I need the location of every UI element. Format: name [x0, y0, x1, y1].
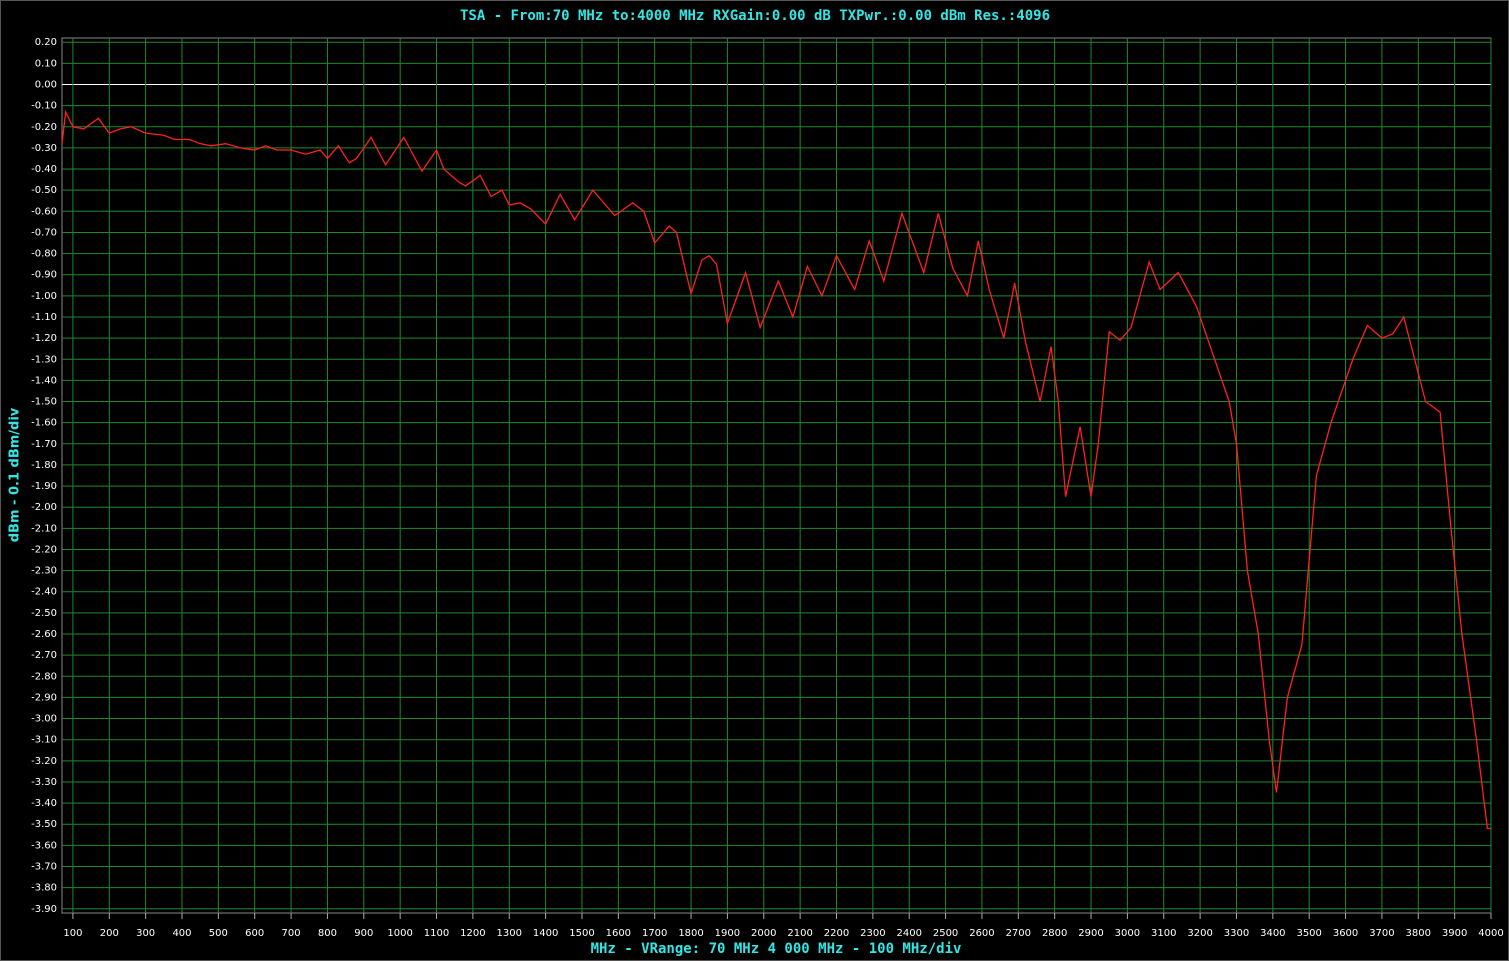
x-tick-label: 2700 [1006, 928, 1031, 939]
x-tick-label: 100 [63, 928, 82, 939]
x-tick-label: 3800 [1406, 928, 1431, 939]
x-tick-label: 3300 [1224, 928, 1249, 939]
y-tick-label: -0.50 [31, 185, 57, 196]
x-tick-label: 2600 [969, 928, 994, 939]
y-tick-label: -3.00 [31, 714, 57, 725]
y-tick-label: -0.70 [31, 227, 57, 238]
trace-line [61, 109, 1491, 830]
y-tick-label: -1.40 [31, 375, 57, 386]
x-tick-label: 3500 [1296, 928, 1321, 939]
y-tick-label: -0.90 [31, 270, 57, 281]
y-tick-label: -0.20 [31, 122, 57, 133]
y-tick-label: -1.00 [31, 291, 57, 302]
y-tick-label: -3.60 [31, 840, 57, 851]
x-tick-label: 2400 [896, 928, 921, 939]
x-tick-label: 1800 [678, 928, 703, 939]
x-tick-label: 4000 [1478, 928, 1503, 939]
x-tick-label: 1200 [460, 928, 485, 939]
y-axis-label: dBm - 0.1 dBm/div [8, 407, 23, 542]
y-tick-label: -3.10 [31, 735, 57, 746]
y-tick-label: -2.30 [31, 566, 57, 577]
x-tick-label: 400 [172, 928, 191, 939]
y-tick-label: -0.30 [31, 143, 57, 154]
y-tick-label: 0.10 [35, 58, 57, 69]
x-tick-label: 2200 [824, 928, 849, 939]
y-tick-label: -2.00 [31, 502, 57, 513]
y-tick-label: -2.80 [31, 671, 57, 682]
y-tick-label: -3.70 [31, 862, 57, 873]
x-axis-label: MHz - VRange: 70 MHz 4 000 MHz - 100 MHz… [591, 941, 962, 957]
x-tick-label: 1900 [715, 928, 740, 939]
x-tick-label: 600 [245, 928, 264, 939]
y-tick-label: -3.30 [31, 777, 57, 788]
y-tick-label: -2.70 [31, 650, 57, 661]
x-tick-label: 2500 [933, 928, 958, 939]
x-tick-label: 3700 [1369, 928, 1394, 939]
x-tick-label: 3400 [1260, 928, 1285, 939]
chart-title: TSA - From:70 MHz to:4000 MHz RXGain:0.0… [460, 8, 1050, 24]
y-tick-label: 0.00 [35, 79, 57, 90]
x-tick-label: 800 [318, 928, 337, 939]
y-tick-label: -1.70 [31, 439, 57, 450]
x-tick-label: 3200 [1187, 928, 1212, 939]
x-tick-label: 1600 [606, 928, 631, 939]
y-tick-label: -2.50 [31, 608, 57, 619]
x-tick-label: 3000 [1115, 928, 1140, 939]
y-tick-label: 0.20 [35, 37, 57, 48]
x-tick-label: 3900 [1442, 928, 1467, 939]
y-tick-label: -3.20 [31, 756, 57, 767]
x-tick-label: 1300 [497, 928, 522, 939]
x-tick-label: 900 [354, 928, 373, 939]
x-tick-label: 500 [209, 928, 228, 939]
y-tick-label: -3.40 [31, 798, 57, 809]
y-tick-label: -1.60 [31, 418, 57, 429]
x-tick-label: 300 [136, 928, 155, 939]
y-tick-label: -2.20 [31, 544, 57, 555]
x-tick-label: 1500 [569, 928, 594, 939]
y-tick-label: -1.30 [31, 354, 57, 365]
x-tick-label: 2000 [751, 928, 776, 939]
x-tick-label: 2900 [1078, 928, 1103, 939]
y-tick-label: -2.40 [31, 587, 57, 598]
y-tick-label: -0.40 [31, 164, 57, 175]
y-tick-label: -0.10 [31, 101, 57, 112]
x-tick-label: 2100 [787, 928, 812, 939]
x-tick-label: 3600 [1333, 928, 1358, 939]
x-tick-label: 1000 [387, 928, 412, 939]
y-tick-label: -1.90 [31, 481, 57, 492]
x-tick-label: 1100 [424, 928, 449, 939]
y-tick-label: -1.20 [31, 333, 57, 344]
y-tick-label: -1.10 [31, 312, 57, 323]
x-tick-label: 1700 [642, 928, 667, 939]
x-tick-label: 1400 [533, 928, 558, 939]
y-tick-label: -2.60 [31, 629, 57, 640]
x-tick-label: 200 [100, 928, 119, 939]
x-tick-label: 2800 [1042, 928, 1067, 939]
y-tick-label: -3.50 [31, 819, 57, 830]
y-tick-label: -0.60 [31, 206, 57, 217]
y-tick-label: -3.90 [31, 904, 57, 915]
y-tick-label: -2.10 [31, 523, 57, 534]
x-tick-label: 700 [282, 928, 301, 939]
x-tick-label: 3100 [1151, 928, 1176, 939]
x-tick-label: 2300 [860, 928, 885, 939]
y-tick-label: -2.90 [31, 692, 57, 703]
y-tick-label: -0.80 [31, 249, 57, 260]
y-tick-label: -1.80 [31, 460, 57, 471]
y-tick-label: -1.50 [31, 397, 57, 408]
y-tick-label: -3.80 [31, 883, 57, 894]
